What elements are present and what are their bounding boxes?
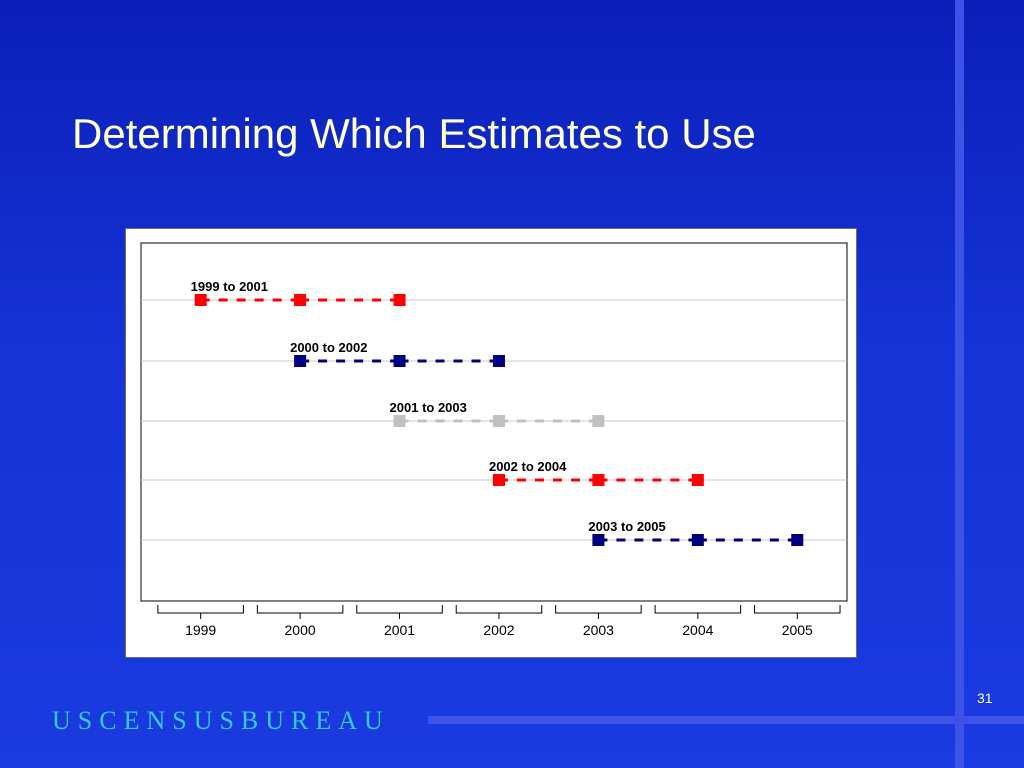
data-point-marker (393, 355, 406, 367)
series-label: 2003 to 2005 (588, 519, 665, 534)
x-tick-label: 2003 (583, 622, 614, 638)
slide-title: Determining Which Estimates to Use (72, 110, 756, 157)
x-tick-label: 2004 (682, 622, 713, 638)
census-bureau-logo: USCENSUSBUREAU (52, 706, 390, 735)
axis-bracket (455, 605, 543, 614)
series-label: 1999 to 2001 (191, 279, 268, 294)
x-tick-label: 2005 (782, 622, 813, 638)
data-point-marker (691, 534, 704, 546)
decorative-vertical-bar (955, 0, 964, 768)
axis-bracket (157, 605, 244, 614)
data-point-marker (791, 534, 804, 546)
x-tick-label: 2002 (483, 622, 514, 638)
series-label: 2001 to 2003 (390, 400, 467, 415)
data-point-marker (492, 415, 505, 427)
data-point-marker (393, 415, 406, 427)
series-label: 2002 to 2004 (489, 459, 567, 474)
estimates-chart: 1999 to 2001 2000 to 2002 2001 to 2003 2002… (140, 242, 848, 638)
data-point-marker (294, 294, 307, 306)
axis-bracket (555, 605, 642, 614)
data-point-marker (492, 355, 505, 367)
data-point-marker (592, 474, 605, 486)
series-label: 2000 to 2002 (290, 340, 367, 355)
axis-bracket (654, 605, 742, 614)
data-point-marker (592, 415, 605, 427)
x-tick-label: 2001 (384, 622, 415, 638)
decorative-horizontal-bar (428, 716, 1024, 724)
data-point-marker (691, 474, 704, 486)
axis-bracket (356, 605, 443, 614)
x-tick-label: 1999 (185, 622, 216, 638)
slide-number: 31 (977, 690, 993, 706)
chart-container: 1999 to 2001 2000 to 2002 2001 to 2003 2002… (125, 228, 857, 658)
axis-bracket (754, 605, 841, 614)
axis-bracket (256, 605, 344, 614)
data-point-marker (194, 294, 207, 306)
data-point-marker (393, 294, 406, 306)
data-point-marker (592, 534, 605, 546)
data-point-marker (294, 355, 307, 367)
x-tick-label: 2000 (285, 622, 316, 638)
data-point-marker (492, 474, 505, 486)
